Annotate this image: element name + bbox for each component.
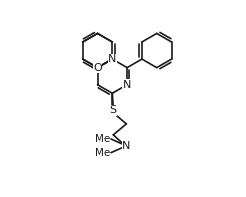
Text: S: S bbox=[110, 105, 117, 115]
Text: Me: Me bbox=[95, 148, 110, 158]
Text: O: O bbox=[93, 63, 102, 73]
Text: N: N bbox=[108, 54, 117, 64]
Text: N: N bbox=[122, 141, 131, 151]
Text: N: N bbox=[123, 80, 131, 90]
Text: Me: Me bbox=[95, 134, 110, 144]
